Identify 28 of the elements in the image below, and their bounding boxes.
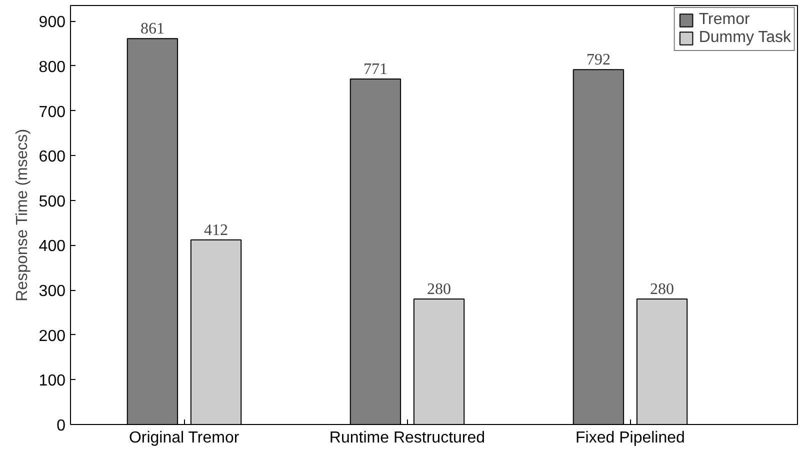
- y-tick-label: 500: [38, 193, 66, 210]
- bar: [413, 298, 465, 424]
- bar: [190, 239, 242, 424]
- y-tick-label: 800: [38, 58, 66, 76]
- data-label: 792: [586, 52, 610, 69]
- legend-label: Dummy Task: [698, 29, 791, 47]
- bar: [350, 78, 402, 424]
- x-tick-label: Runtime Restructured: [329, 430, 486, 446]
- data-label: 412: [204, 222, 228, 239]
- data-label: 280: [650, 281, 674, 298]
- y-tick-label: 400: [38, 238, 66, 256]
- y-tick-label: 700: [38, 104, 66, 121]
- data-label: 280: [427, 281, 452, 298]
- legend-label: Tremor: [698, 11, 750, 29]
- bar: [572, 69, 624, 424]
- x-tick-label: Fixed Pipelined: [576, 430, 685, 446]
- bar: [636, 298, 688, 424]
- y-tick-label: 900: [38, 14, 66, 32]
- y-tick-label: 0: [56, 418, 66, 434]
- y-axis-title: Response Time (msecs): [14, 128, 31, 302]
- y-tick-label: 200: [38, 328, 66, 345]
- data-label: 771: [363, 60, 388, 78]
- x-tick-label: Original Tremor: [128, 430, 240, 446]
- y-tick-label: 100: [38, 372, 66, 390]
- bar: [126, 38, 178, 424]
- y-tick-label: 300: [38, 283, 66, 300]
- y-tick-label: 600: [38, 148, 66, 166]
- data-label: 861: [140, 20, 164, 38]
